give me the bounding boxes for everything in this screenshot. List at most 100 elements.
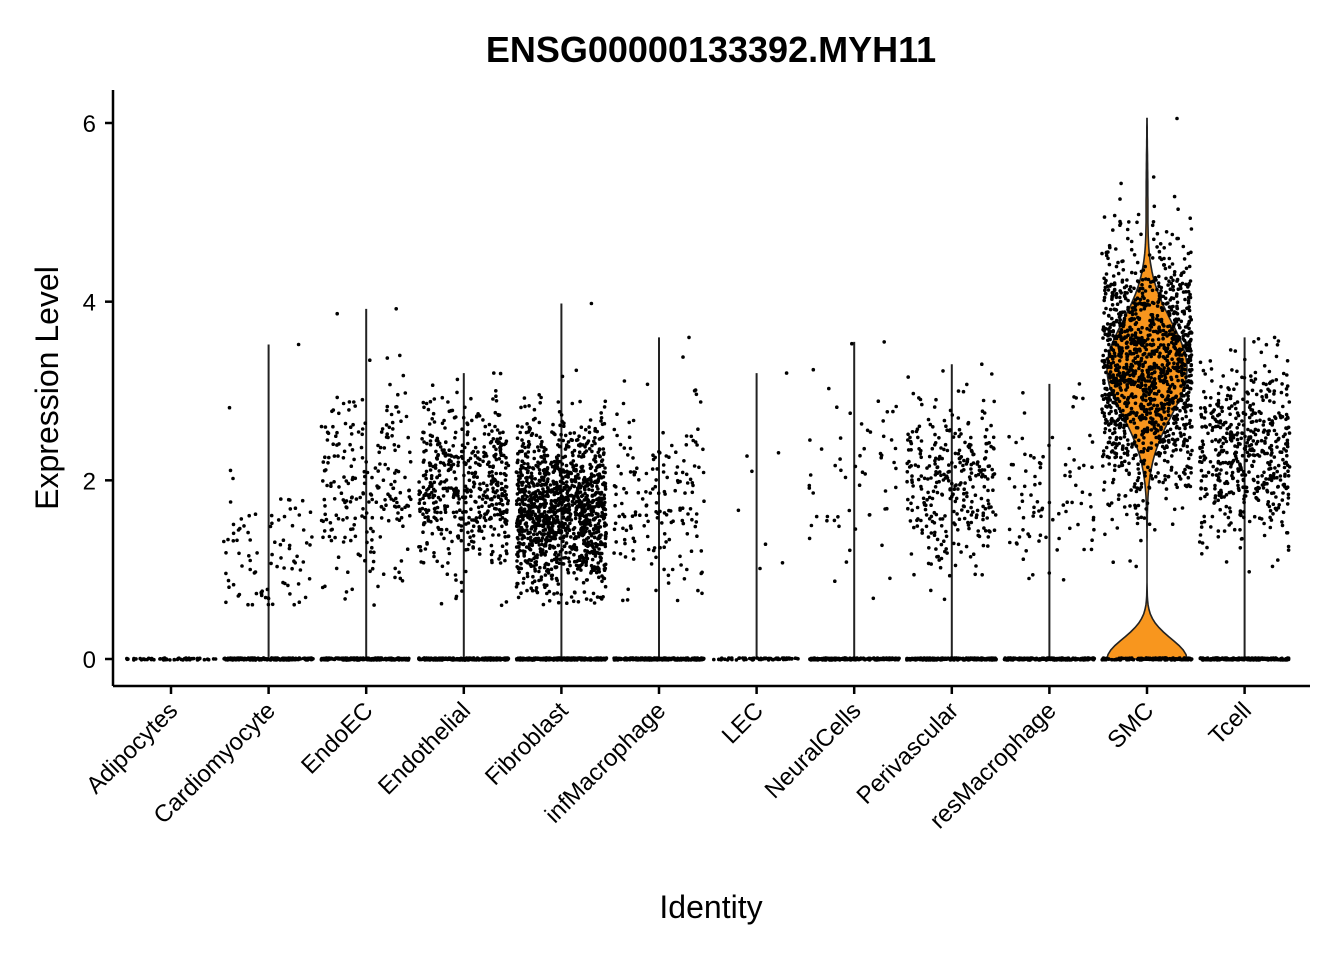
point — [498, 471, 503, 476]
point — [352, 457, 356, 462]
point — [697, 657, 702, 662]
point — [1027, 534, 1032, 539]
point-max — [296, 342, 301, 347]
point — [643, 656, 648, 660]
point — [942, 656, 947, 661]
point — [500, 493, 504, 498]
point — [939, 524, 944, 528]
point — [425, 541, 429, 545]
point — [635, 466, 639, 471]
point — [575, 486, 580, 490]
point — [868, 430, 873, 434]
point — [1074, 483, 1078, 488]
point — [602, 405, 607, 409]
point — [697, 465, 701, 470]
point — [491, 657, 495, 661]
point — [620, 501, 624, 506]
point — [977, 464, 982, 469]
point — [536, 464, 540, 468]
point — [362, 481, 367, 486]
point — [924, 524, 929, 529]
point — [370, 538, 374, 542]
point — [429, 476, 434, 481]
point — [689, 434, 694, 439]
point — [573, 501, 577, 506]
point — [460, 456, 465, 461]
point — [589, 508, 593, 513]
point — [393, 471, 397, 475]
point — [341, 401, 346, 406]
point — [957, 448, 962, 453]
point — [515, 424, 520, 428]
point — [518, 488, 522, 492]
point-max — [980, 362, 984, 367]
point — [988, 530, 992, 534]
point — [321, 460, 326, 464]
point — [939, 556, 944, 561]
point — [1085, 657, 1090, 662]
point — [424, 491, 428, 496]
point — [967, 526, 971, 531]
point — [589, 563, 594, 568]
point — [547, 517, 552, 522]
point — [481, 657, 486, 662]
point — [371, 529, 375, 534]
point — [572, 526, 577, 530]
point — [982, 526, 986, 530]
point — [477, 547, 482, 551]
point — [323, 584, 327, 589]
point — [565, 491, 569, 496]
point — [975, 508, 980, 513]
point — [592, 601, 597, 605]
point — [470, 518, 474, 522]
point — [1002, 657, 1007, 662]
point — [447, 467, 452, 472]
point — [795, 656, 799, 661]
point — [503, 535, 508, 539]
point — [959, 550, 963, 554]
point — [287, 543, 292, 548]
point — [574, 368, 579, 373]
point — [596, 487, 600, 491]
point — [263, 595, 268, 600]
point — [588, 482, 593, 486]
point — [862, 657, 866, 661]
point — [667, 537, 672, 542]
point — [918, 657, 923, 661]
point — [323, 425, 328, 429]
point — [935, 490, 940, 495]
point — [347, 657, 352, 662]
point — [681, 521, 686, 526]
point — [622, 514, 627, 519]
point — [680, 506, 685, 511]
point — [483, 452, 488, 456]
point — [520, 656, 525, 661]
point — [577, 454, 581, 458]
point — [910, 478, 914, 482]
point — [495, 512, 500, 517]
point — [833, 579, 837, 583]
point — [946, 470, 950, 474]
point — [963, 481, 967, 485]
point — [420, 506, 425, 511]
point — [552, 492, 557, 497]
point — [478, 515, 482, 520]
point — [368, 569, 372, 574]
point — [301, 560, 306, 564]
point — [368, 550, 373, 554]
point — [585, 518, 590, 523]
point — [585, 480, 589, 485]
point — [528, 426, 532, 431]
point — [991, 435, 996, 440]
point — [521, 441, 526, 446]
point — [283, 581, 287, 586]
point — [965, 494, 969, 499]
point — [495, 428, 500, 432]
point — [493, 410, 498, 415]
point — [545, 591, 549, 596]
point — [690, 490, 695, 495]
point — [599, 559, 603, 563]
point — [464, 510, 468, 514]
point — [590, 657, 595, 661]
point — [936, 554, 940, 559]
